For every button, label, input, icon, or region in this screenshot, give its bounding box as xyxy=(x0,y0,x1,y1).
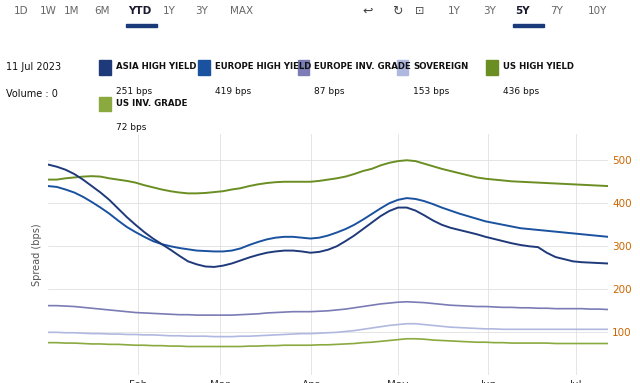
Y-axis label: Spread (bps): Spread (bps) xyxy=(33,224,42,286)
Bar xyxy=(126,23,157,27)
Text: 6M: 6M xyxy=(95,7,110,16)
Text: YTD: YTD xyxy=(128,7,151,16)
Bar xyxy=(397,60,408,75)
Bar xyxy=(99,97,111,111)
Text: ⊡: ⊡ xyxy=(415,7,424,16)
Text: 5Y: 5Y xyxy=(515,7,530,16)
Text: 10Y: 10Y xyxy=(588,7,607,16)
Text: 72 bps: 72 bps xyxy=(116,123,146,133)
Text: ASIA HIGH YIELD: ASIA HIGH YIELD xyxy=(116,62,196,71)
Text: EUROPE HIGH YIELD: EUROPE HIGH YIELD xyxy=(215,62,312,71)
Bar xyxy=(198,60,210,75)
Text: 1W: 1W xyxy=(40,7,56,16)
Text: 1Y: 1Y xyxy=(448,7,461,16)
Bar xyxy=(486,60,498,75)
Text: Expert CDS (as of Jun 2023): Expert CDS (as of Jun 2023) xyxy=(5,35,157,45)
Text: Volume : 0: Volume : 0 xyxy=(6,89,58,99)
Text: 87 bps: 87 bps xyxy=(314,87,345,96)
Text: 419 bps: 419 bps xyxy=(215,87,251,96)
Text: US INV. GRADE: US INV. GRADE xyxy=(116,99,188,108)
Text: SOVEREIGN: SOVEREIGN xyxy=(413,62,468,71)
Text: 153 bps: 153 bps xyxy=(413,87,450,96)
Text: ↩: ↩ xyxy=(363,5,373,18)
Text: 7Y: 7Y xyxy=(550,7,563,16)
Text: EUROPE INV. GRADE: EUROPE INV. GRADE xyxy=(314,62,411,71)
Text: US HIGH YIELD: US HIGH YIELD xyxy=(503,62,574,71)
Text: 1D: 1D xyxy=(14,7,29,16)
Text: 3Y: 3Y xyxy=(195,7,208,16)
Bar xyxy=(99,60,111,75)
Bar xyxy=(513,23,544,27)
Text: 1M: 1M xyxy=(64,7,79,16)
Text: MAX: MAX xyxy=(230,7,253,16)
Text: 436 bps: 436 bps xyxy=(503,87,539,96)
Text: 11 Jul 2023: 11 Jul 2023 xyxy=(6,62,61,72)
Text: 1Y: 1Y xyxy=(163,7,176,16)
Text: ↻: ↻ xyxy=(392,5,402,18)
Text: 251 bps: 251 bps xyxy=(116,87,152,96)
Text: 3Y: 3Y xyxy=(483,7,496,16)
Bar xyxy=(298,60,309,75)
